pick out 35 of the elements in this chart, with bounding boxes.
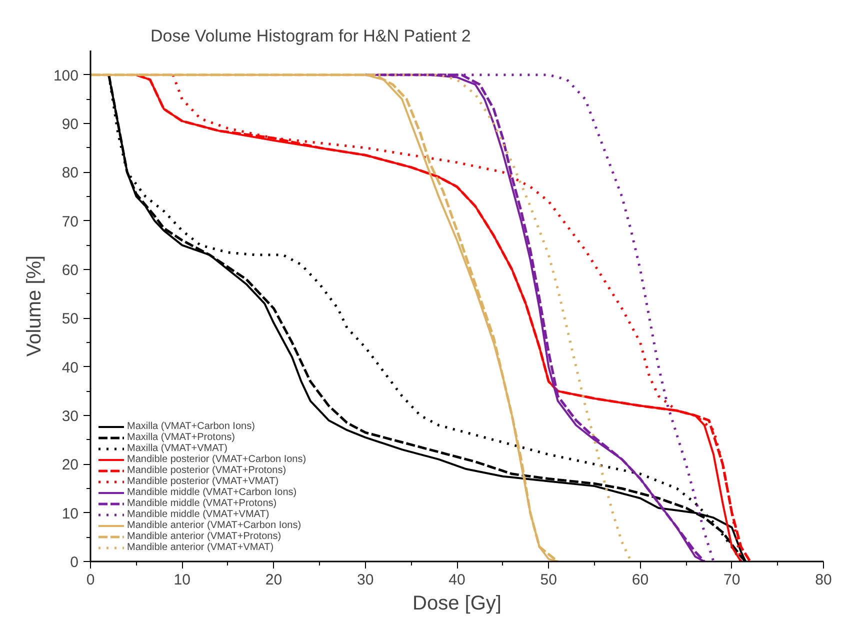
x-tick-label: 60 (632, 572, 649, 588)
x-tick-label: 20 (265, 572, 282, 588)
y-tick-label: 50 (62, 310, 79, 328)
x-tick-label: 0 (86, 572, 95, 588)
legend-label: Mandible middle (VMAT+VMAT) (127, 509, 270, 520)
chart-title: Dose Volume Histogram for H&N Patient 2 (150, 26, 471, 46)
legend-label: Mandible anterior (VMAT+Carbon Ions) (127, 520, 302, 531)
y-axis-title: Volume [%] (23, 255, 46, 357)
legend-label: Mandible posterior (VMAT+VMAT) (127, 476, 279, 487)
y-tick-label: 60 (62, 262, 79, 279)
y-tick-label: 20 (62, 456, 79, 474)
x-tick-label: 80 (815, 572, 832, 588)
legend-label: Maxilla (VMAT+Carbon Ions) (127, 421, 255, 432)
legend-label: Maxilla (VMAT+VMAT) (127, 443, 228, 454)
legend-label: Mandible middle (VMAT+Carbon Ions) (127, 487, 297, 498)
legend-label: Mandible anterior (VMAT+Protons) (127, 531, 282, 542)
x-tick-label: 50 (540, 572, 557, 588)
legend-label: Mandible middle (VMAT+Protons) (127, 498, 277, 509)
y-tick-label: 30 (62, 408, 79, 425)
x-tick-label: 30 (357, 572, 374, 588)
x-tick-label: 70 (724, 572, 740, 588)
x-tick-label: 10 (174, 572, 190, 588)
y-tick-label: 80 (62, 164, 79, 182)
y-tick-label: 0 (70, 554, 78, 571)
legend-label: Mandible posterior (VMAT+Protons) (127, 465, 286, 476)
legend-label: Mandible posterior (VMAT+Carbon Ions) (127, 454, 306, 465)
y-tick-label: 100 (53, 67, 79, 84)
y-tick-label: 90 (62, 116, 79, 133)
y-tick-label: 10 (62, 505, 79, 522)
legend-label: Maxilla (VMAT+Protons) (127, 432, 235, 443)
x-axis-title: Dose [Gy] (412, 592, 502, 614)
x-tick-label: 40 (448, 572, 466, 588)
y-tick-label: 40 (62, 359, 79, 376)
legend-label: Mandible anterior (VMAT+VMAT) (127, 542, 274, 553)
y-tick-label: 70 (62, 213, 79, 230)
